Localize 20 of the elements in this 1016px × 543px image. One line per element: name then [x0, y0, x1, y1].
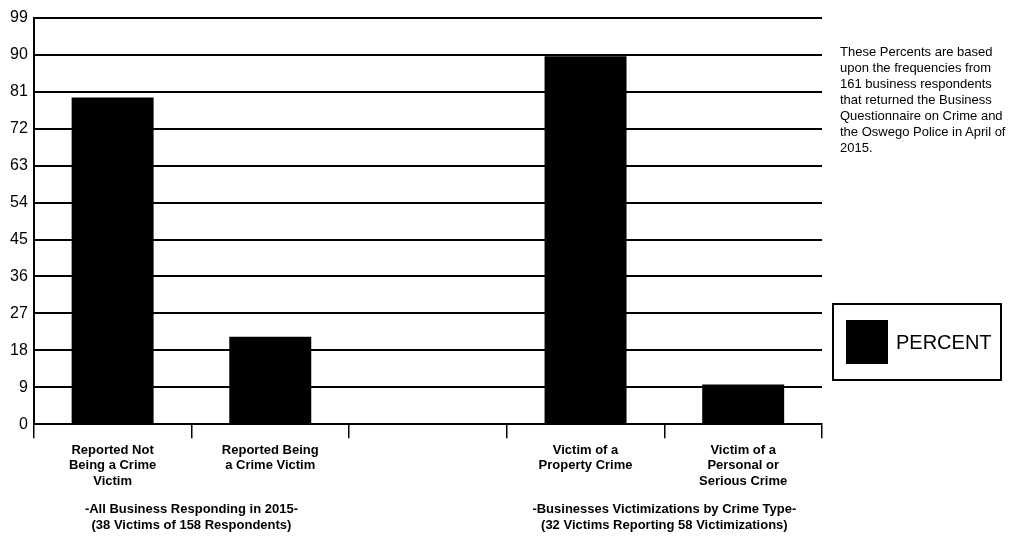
y-tick-label: 90 [10, 45, 28, 63]
x-tick-label: Victim of a Personal or Serious Crime [699, 441, 788, 488]
y-tick-label: 36 [10, 266, 28, 284]
y-tick-label: 63 [10, 156, 28, 174]
y-tick-label: 9 [18, 377, 28, 395]
y-tick-label: 54 [10, 193, 28, 211]
x-tick-label: Reported Not Being a Crime Victim [68, 441, 157, 488]
y-tick-label: 45 [10, 229, 28, 247]
text: These Percents are based upon the frequencies from 161 business respondents that returned the Business Questionnaire on Crime and the Oswego Police in April of 2015. [840, 44, 1007, 156]
y-tick-label: 99 [10, 8, 28, 26]
y-tick-label: 27 [10, 303, 28, 321]
x-tick-label: Victim of a Property Crime [538, 441, 633, 473]
y-tick-label: 72 [10, 119, 28, 137]
text: -Businesses Victimizations by Crime Type- (32 Victims Reporting 58 Victimizations) [532, 501, 797, 532]
legend-label: PERCENT [896, 330, 992, 354]
y-tick-label: 0 [18, 414, 28, 432]
y-tick-label: 81 [10, 82, 28, 100]
text: -All Business Responding in 2015- (38 Victims of 158 Respondents) [84, 501, 298, 532]
y-tick-label: 18 [10, 340, 28, 358]
x-tick-label: Reported Being a Crime Victim [221, 441, 319, 473]
